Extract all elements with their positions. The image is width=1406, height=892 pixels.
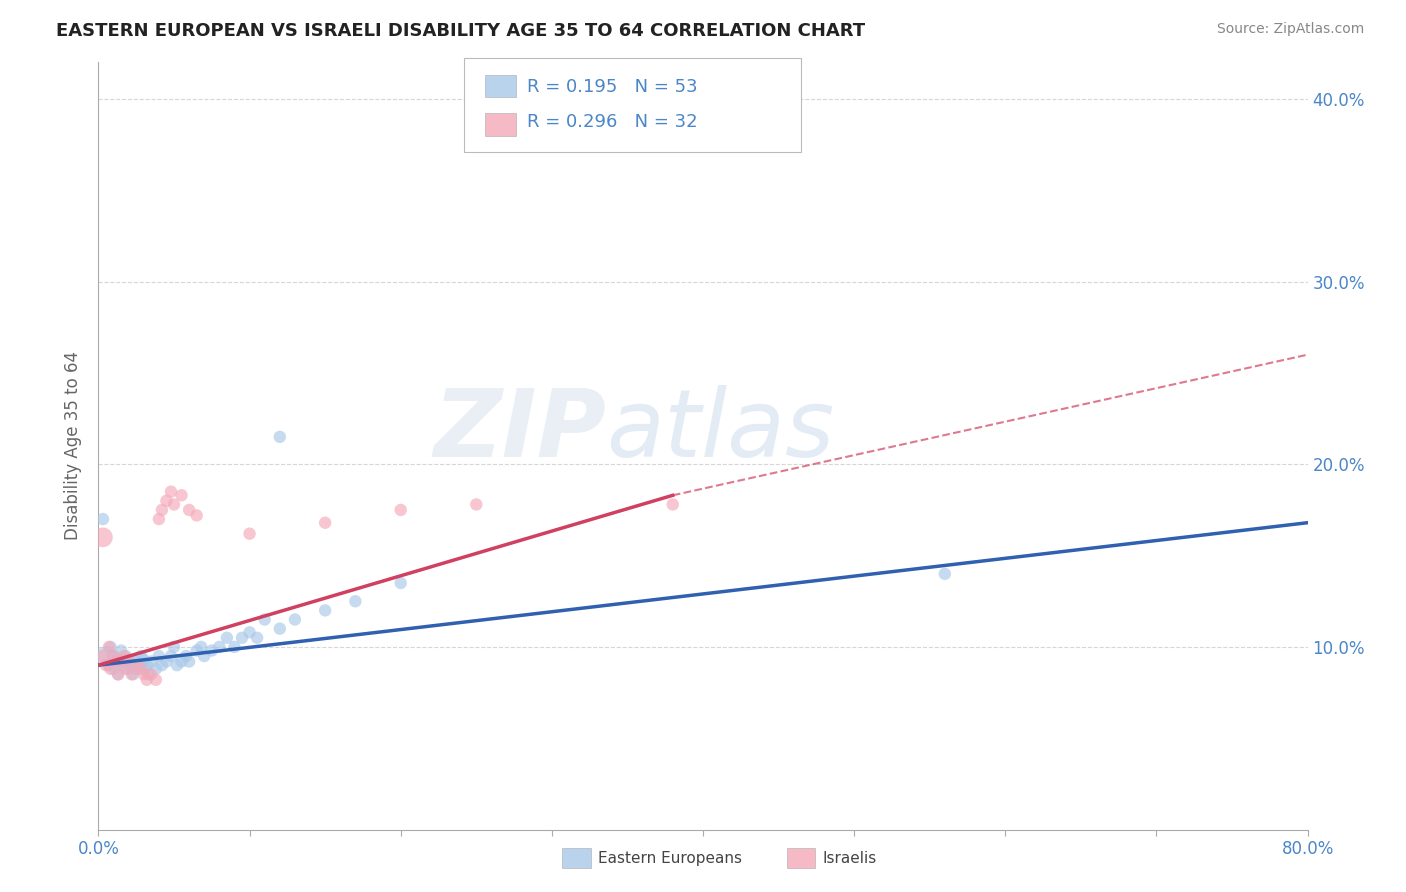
Point — [170, 488, 193, 502]
Point — [661, 498, 683, 512]
Point — [145, 662, 167, 676]
Point — [141, 655, 163, 669]
Point — [125, 662, 148, 676]
Point — [193, 648, 215, 663]
Point — [118, 653, 141, 667]
Text: Source: ZipAtlas.com: Source: ZipAtlas.com — [1216, 22, 1364, 37]
Point — [314, 516, 336, 530]
Point — [389, 503, 412, 517]
Point — [103, 648, 125, 663]
Point — [105, 655, 128, 669]
Point — [125, 655, 148, 669]
Point — [246, 631, 269, 645]
Point — [186, 643, 208, 657]
Point — [150, 658, 173, 673]
Text: ZIP: ZIP — [433, 384, 606, 476]
Point — [121, 658, 143, 673]
Point — [231, 631, 253, 645]
Point — [121, 667, 143, 681]
Point — [215, 631, 238, 645]
Point — [129, 662, 152, 676]
Point — [269, 622, 291, 636]
Point — [186, 508, 208, 523]
Point — [136, 667, 159, 681]
Point — [112, 648, 135, 663]
Point — [114, 648, 136, 663]
Point — [107, 667, 129, 681]
Point — [100, 662, 122, 676]
Point — [122, 667, 145, 681]
Text: R = 0.195   N = 53: R = 0.195 N = 53 — [527, 78, 697, 95]
Point — [148, 512, 170, 526]
Point — [128, 658, 150, 673]
Point — [91, 530, 114, 544]
Point — [118, 662, 141, 676]
Point — [129, 648, 152, 663]
Point — [163, 640, 186, 654]
Point — [135, 658, 157, 673]
Point — [132, 653, 155, 667]
Point — [148, 648, 170, 663]
Point — [201, 643, 224, 657]
Text: R = 0.296   N = 32: R = 0.296 N = 32 — [527, 113, 697, 131]
Point — [160, 484, 183, 499]
Point — [150, 503, 173, 517]
Point — [141, 667, 163, 681]
Point — [239, 526, 262, 541]
Point — [103, 662, 125, 676]
Point — [98, 658, 121, 673]
Point — [132, 667, 155, 681]
Point — [269, 430, 291, 444]
Point — [91, 648, 114, 663]
Point — [155, 493, 177, 508]
Point — [100, 640, 122, 654]
Point — [125, 658, 148, 673]
Point — [190, 640, 212, 654]
Text: Eastern Europeans: Eastern Europeans — [598, 851, 741, 865]
Point — [170, 655, 193, 669]
Point — [94, 648, 117, 663]
Point — [224, 640, 246, 654]
Point — [344, 594, 367, 608]
Point — [284, 613, 307, 627]
Point — [465, 498, 488, 512]
Point — [98, 640, 121, 654]
Text: atlas: atlas — [606, 385, 835, 476]
Point — [179, 655, 201, 669]
Point — [145, 673, 167, 687]
Point — [253, 613, 276, 627]
Point — [94, 658, 117, 673]
Point — [163, 498, 186, 512]
Point — [118, 653, 141, 667]
Point — [114, 662, 136, 676]
Point — [389, 576, 412, 591]
Point — [110, 643, 132, 657]
Point — [91, 512, 114, 526]
Point — [103, 648, 125, 663]
Text: Israelis: Israelis — [823, 851, 877, 865]
Y-axis label: Disability Age 35 to 64: Disability Age 35 to 64 — [65, 351, 83, 541]
Point — [208, 640, 231, 654]
Point — [179, 503, 201, 517]
Text: EASTERN EUROPEAN VS ISRAELI DISABILITY AGE 35 TO 64 CORRELATION CHART: EASTERN EUROPEAN VS ISRAELI DISABILITY A… — [56, 22, 865, 40]
Point — [155, 655, 177, 669]
Point — [174, 648, 197, 663]
Point — [112, 658, 135, 673]
Point — [110, 655, 132, 669]
Point — [110, 655, 132, 669]
Point — [314, 603, 336, 617]
Point — [934, 566, 956, 581]
Point — [160, 648, 183, 663]
Point — [105, 655, 128, 669]
Point — [239, 625, 262, 640]
Point — [166, 658, 188, 673]
Point — [132, 662, 155, 676]
Point — [135, 673, 157, 687]
Point — [107, 667, 129, 681]
